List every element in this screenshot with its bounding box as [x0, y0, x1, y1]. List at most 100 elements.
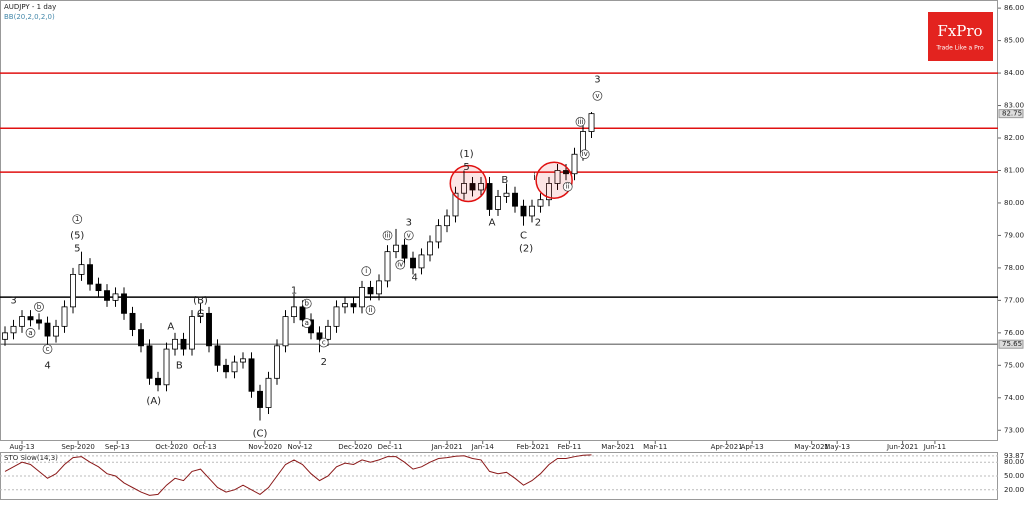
- price-marker-label: 82.75: [1002, 110, 1022, 118]
- candle-body: [265, 377, 272, 408]
- sto-line: [4, 454, 592, 496]
- sto-tick-label: 80.00: [1004, 458, 1024, 466]
- wave-circle: [318, 337, 329, 348]
- wave-label: i: [533, 172, 536, 183]
- candle-body: [554, 170, 561, 184]
- candle-body: [53, 325, 59, 337]
- x-tick-label: Jan-14: [471, 443, 495, 451]
- y-tick-label: 78.00: [1004, 264, 1024, 272]
- wave-label: (C): [253, 429, 268, 440]
- x-tick-label: Oct-2020: [155, 443, 187, 451]
- candle-body: [444, 215, 450, 227]
- wave-label: A: [167, 321, 174, 332]
- candle-body: [410, 257, 416, 269]
- chart-title: AUDJPY - 1 day: [4, 3, 56, 11]
- y-tick-label: 79.00: [1004, 231, 1024, 239]
- logo-name: FxPro: [937, 22, 982, 40]
- candle-body: [61, 306, 68, 327]
- wave-circle: [562, 181, 573, 192]
- wave-circle: [301, 318, 312, 328]
- wave-label: 3: [406, 217, 412, 228]
- candle-body: [537, 199, 544, 207]
- x-tick-label: Jan-2021: [430, 443, 462, 451]
- candle-body: [291, 306, 297, 318]
- candle-body: [427, 241, 433, 256]
- x-tick-label: May-2021: [794, 443, 829, 451]
- candle-body: [189, 316, 195, 350]
- candle-body: [435, 225, 442, 243]
- candle-body: [461, 183, 467, 194]
- wave-label: 2: [321, 357, 327, 368]
- candle-body: [282, 316, 289, 347]
- wave-label: 5: [74, 243, 80, 254]
- wave-circle: [592, 90, 603, 101]
- candle-body: [19, 316, 25, 327]
- wave-label: b: [305, 300, 310, 308]
- y-tick-label: 74.00: [1004, 394, 1024, 402]
- x-tick-label: Apr-2021: [711, 443, 743, 451]
- wave-label: (A): [146, 396, 161, 407]
- wave-label: (5): [70, 230, 84, 241]
- wave-label: C: [520, 230, 527, 241]
- wave-circle: [382, 230, 393, 241]
- wave-label: (B): [193, 295, 208, 306]
- candle-body: [121, 293, 127, 314]
- candle-body: [248, 358, 255, 392]
- candle-body: [325, 325, 331, 340]
- candle-body: [87, 264, 93, 285]
- candle-body: [478, 183, 484, 191]
- candle-body: [546, 183, 552, 201]
- candle-body: [240, 358, 246, 363]
- candle-body: [27, 316, 34, 321]
- candle-body: [112, 293, 119, 301]
- wave-label: (1): [459, 149, 473, 160]
- wave-label: 3: [10, 295, 16, 306]
- candle-body: [172, 338, 178, 350]
- candle-body: [333, 306, 340, 327]
- wave-label: 3: [594, 75, 600, 86]
- wave-label: 1: [291, 286, 297, 297]
- logo-tagline: Trade Like a Pro: [935, 45, 984, 52]
- chart-subtitle: BB(20,2,0,2,0): [4, 13, 55, 21]
- candle-body: [520, 205, 527, 217]
- x-tick-label: Dec-2020: [338, 443, 372, 451]
- wave-circle: [579, 149, 590, 160]
- x-tick-label: May-13: [824, 443, 850, 451]
- candle-body: [10, 325, 17, 334]
- x-tick-label: Nov-12: [288, 443, 313, 451]
- x-tick-label: Jun-2021: [886, 443, 918, 451]
- sto-tick-label: 20.00: [1004, 486, 1024, 494]
- x-tick-label: Sep-2020: [61, 443, 95, 451]
- logo-box: [928, 12, 993, 61]
- wave-circle: [72, 214, 83, 225]
- candle-body: [95, 283, 102, 292]
- candle-body: [367, 286, 374, 295]
- candle-body: [70, 273, 76, 308]
- y-tick-label: 85.00: [1004, 37, 1024, 45]
- wave-label: iv: [397, 261, 403, 269]
- x-tick-label: Mar-11: [643, 443, 667, 451]
- y-tick-label: 83.00: [1004, 102, 1024, 110]
- wave-circle: [25, 327, 36, 338]
- sto-frame: [0, 452, 998, 500]
- wave-label: 4: [44, 360, 50, 371]
- candle-body: [274, 345, 280, 379]
- candle-body: [563, 170, 569, 175]
- candle-body: [180, 338, 187, 350]
- candle-body: [495, 196, 501, 210]
- price-marker: [998, 339, 1024, 349]
- y-tick-label: 81.00: [1004, 166, 1024, 174]
- x-tick-label: Mar-2021: [601, 443, 634, 451]
- candle-body: [2, 332, 8, 340]
- candle-body: [299, 306, 306, 321]
- candle-body: [138, 329, 144, 347]
- wave-circle: [34, 302, 44, 312]
- candle-body: [316, 332, 323, 340]
- price-marker-label: 75.65: [1002, 340, 1022, 348]
- x-tick-label: Feb-2021: [516, 443, 549, 451]
- wave-label: (2): [519, 243, 533, 254]
- sto-tick-label: 50.00: [1004, 472, 1024, 480]
- candle-body: [588, 113, 595, 132]
- wave-label: v: [407, 231, 411, 239]
- candle-body: [452, 192, 459, 217]
